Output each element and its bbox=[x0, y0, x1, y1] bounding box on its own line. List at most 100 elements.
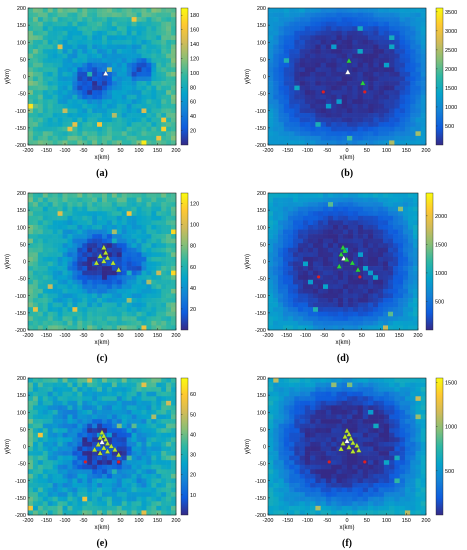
panel-label: (f) bbox=[342, 538, 352, 549]
chart-panel: -200 -150 -100 -50 0 50 100 150 200200150100500-… bbox=[5, 376, 196, 549]
x-tick-label: 100 bbox=[382, 148, 391, 154]
y-tick-label: -150 bbox=[255, 496, 266, 502]
y-tick-label: 0 bbox=[263, 75, 266, 81]
x-tick-label: 100 bbox=[134, 518, 143, 524]
panel-label: (e) bbox=[96, 538, 107, 549]
x-axis-label: x(km) bbox=[340, 525, 355, 531]
colorbar-tick-label: 180 bbox=[190, 13, 199, 19]
station-marker bbox=[102, 249, 109, 255]
x-tick-label: -150 bbox=[41, 518, 52, 524]
x-tick-label: 50 bbox=[359, 333, 365, 339]
y-tick-label: 200 bbox=[257, 376, 266, 382]
heatmap-field bbox=[268, 378, 427, 516]
y-tick-label: 50 bbox=[20, 57, 26, 63]
y-tick-label: -200 bbox=[255, 328, 266, 334]
panel-label: (b) bbox=[341, 168, 353, 179]
y-tick-label: 100 bbox=[17, 225, 26, 231]
y-tick-label: 200 bbox=[17, 191, 26, 197]
x-tick-label: -100 bbox=[300, 333, 311, 339]
y-tick-label: -50 bbox=[258, 277, 266, 283]
x-tick-label: 150 bbox=[153, 518, 162, 524]
x-tick-label: 200 bbox=[413, 333, 422, 339]
station-marker bbox=[338, 446, 344, 452]
colorbar-tick-label: 10 bbox=[190, 493, 196, 499]
y-tick-label: -200 bbox=[15, 328, 26, 334]
y-tick-label: -150 bbox=[15, 126, 26, 132]
y-tick-label: 50 bbox=[260, 57, 266, 63]
x-tick-label: 150 bbox=[402, 148, 411, 154]
colorbar-tick-label: 30 bbox=[190, 453, 196, 459]
y-tick-label: -100 bbox=[255, 479, 266, 485]
colorbar-tick-label: 1500 bbox=[445, 380, 457, 386]
x-tick-label: -100 bbox=[302, 148, 313, 154]
station-marker bbox=[340, 255, 347, 261]
x-tick-label: 200 bbox=[171, 333, 180, 339]
y-tick-label: 200 bbox=[17, 376, 26, 382]
x-tick-label: 0 bbox=[100, 148, 103, 154]
station-marker bbox=[104, 440, 111, 446]
x-tick-label: 200 bbox=[171, 148, 180, 154]
station-marker bbox=[350, 439, 356, 445]
y-tick-label: 0 bbox=[263, 260, 266, 266]
y-axis-label: y(km) bbox=[5, 439, 11, 454]
x-tick-label: -50 bbox=[320, 333, 328, 339]
x-tick-label: 100 bbox=[376, 333, 385, 339]
panel-label: (d) bbox=[337, 353, 349, 364]
chart-panel: -200 -150 -100 -50 0 50 100 150 200200150100500-… bbox=[245, 376, 457, 549]
station-marker bbox=[115, 451, 122, 457]
station-marker bbox=[344, 438, 350, 444]
x-tick-label: 50 bbox=[117, 148, 123, 154]
y-tick-label: 50 bbox=[20, 242, 26, 248]
x-tick-label: 100 bbox=[134, 333, 143, 339]
x-tick-label: 150 bbox=[153, 148, 162, 154]
y-tick-label: 150 bbox=[17, 23, 26, 29]
heatmap-field bbox=[28, 378, 177, 516]
station-marker bbox=[354, 442, 360, 448]
x-tick-label: -50 bbox=[80, 333, 88, 339]
y-tick-label: 100 bbox=[17, 40, 26, 46]
y-axis-label: y(km) bbox=[245, 69, 251, 84]
x-axis-label: x(km) bbox=[336, 340, 351, 346]
station-marker bbox=[317, 275, 321, 279]
y-tick-label: 50 bbox=[260, 242, 266, 248]
y-tick-label: -150 bbox=[255, 311, 266, 317]
station-marker bbox=[110, 260, 116, 266]
station-marker bbox=[346, 444, 352, 450]
station-marker bbox=[97, 253, 103, 259]
x-tick-label: -50 bbox=[80, 148, 88, 154]
colorbar-tick-label: 1500 bbox=[445, 86, 457, 92]
station-marker bbox=[112, 446, 118, 452]
y-tick-label: 150 bbox=[17, 393, 26, 399]
station-marker bbox=[343, 256, 350, 262]
y-tick-label: -50 bbox=[18, 462, 26, 468]
station-marker bbox=[340, 440, 346, 446]
station-marker bbox=[93, 260, 100, 266]
chart-panel: -200 -150 -100 -50 0 50 100 150 200200150100500-… bbox=[245, 6, 457, 179]
station-marker bbox=[346, 57, 352, 63]
colorbar-tick-label: 2000 bbox=[445, 67, 457, 73]
station-marker bbox=[321, 90, 325, 94]
y-tick-label: -150 bbox=[15, 496, 26, 502]
station-marker bbox=[117, 460, 121, 464]
station-marker bbox=[342, 248, 348, 254]
station-marker bbox=[101, 445, 107, 451]
colorbar-tick-label: 80 bbox=[190, 244, 196, 250]
x-tick-label: -150 bbox=[41, 333, 52, 339]
y-tick-label: -50 bbox=[258, 462, 266, 468]
x-tick-label: -100 bbox=[302, 518, 313, 524]
x-tick-label: -150 bbox=[282, 148, 293, 154]
station-marker bbox=[363, 90, 367, 94]
y-tick-label: 100 bbox=[257, 40, 266, 46]
panel-label: (c) bbox=[96, 353, 107, 364]
x-tick-label: 0 bbox=[345, 148, 348, 154]
y-tick-label: -150 bbox=[15, 311, 26, 317]
y-tick-label: 100 bbox=[257, 410, 266, 416]
y-tick-label: -100 bbox=[15, 479, 26, 485]
colorbar-tick-label: 3500 bbox=[445, 10, 457, 16]
colorbar-tick-label: 1000 bbox=[445, 105, 457, 111]
chart-panel: -200 -150 -100 -50 0 50 100 150 200200150100500-… bbox=[245, 191, 447, 364]
colorbar-tick-label: 1000 bbox=[445, 425, 457, 431]
x-tick-label: -50 bbox=[323, 518, 331, 524]
station-marker bbox=[336, 263, 343, 269]
colorbar-tick-label: 50 bbox=[190, 412, 196, 418]
